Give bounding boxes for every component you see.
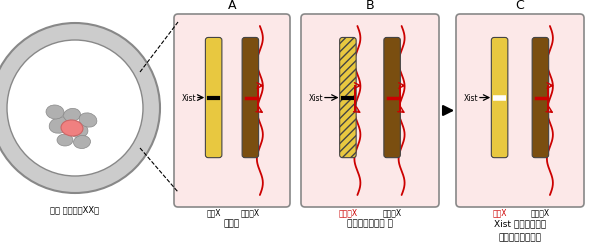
Ellipse shape	[49, 117, 71, 133]
Text: 体細胞クローン 胚: 体細胞クローン 胚	[347, 219, 393, 228]
Text: 雌の 胚盤胞（XX）: 雌の 胚盤胞（XX）	[50, 205, 100, 214]
Ellipse shape	[64, 108, 80, 122]
Text: 受精胚: 受精胚	[224, 219, 240, 228]
FancyBboxPatch shape	[532, 38, 548, 158]
Ellipse shape	[74, 136, 91, 148]
Text: Xist: Xist	[182, 94, 197, 103]
FancyBboxPatch shape	[301, 14, 439, 207]
Text: A: A	[228, 0, 236, 12]
FancyBboxPatch shape	[384, 38, 400, 158]
FancyBboxPatch shape	[205, 38, 222, 158]
FancyBboxPatch shape	[242, 38, 259, 158]
FancyBboxPatch shape	[340, 38, 356, 158]
Ellipse shape	[79, 113, 97, 127]
Text: 活性X: 活性X	[493, 208, 507, 217]
Ellipse shape	[46, 105, 64, 119]
Text: 低活性X: 低活性X	[338, 208, 358, 217]
Ellipse shape	[0, 23, 160, 193]
Bar	[496, 96, 503, 100]
Ellipse shape	[61, 120, 83, 136]
Ellipse shape	[7, 40, 143, 176]
Text: 不活性X: 不活性X	[383, 208, 401, 217]
Ellipse shape	[57, 134, 73, 146]
Text: 活性X: 活性X	[206, 208, 221, 217]
Text: 体細胞クローン胚: 体細胞クローン胚	[499, 233, 542, 242]
Ellipse shape	[68, 123, 88, 138]
Text: Xist: Xist	[309, 94, 323, 103]
Text: Xist: Xist	[464, 94, 479, 103]
FancyBboxPatch shape	[491, 38, 508, 158]
FancyBboxPatch shape	[174, 14, 290, 207]
Text: Xist ノックアウト: Xist ノックアウト	[494, 219, 546, 228]
Text: 不活性X: 不活性X	[241, 208, 260, 217]
FancyBboxPatch shape	[456, 14, 584, 207]
Text: C: C	[515, 0, 524, 12]
Text: B: B	[365, 0, 374, 12]
Text: 不活性X: 不活性X	[531, 208, 550, 217]
